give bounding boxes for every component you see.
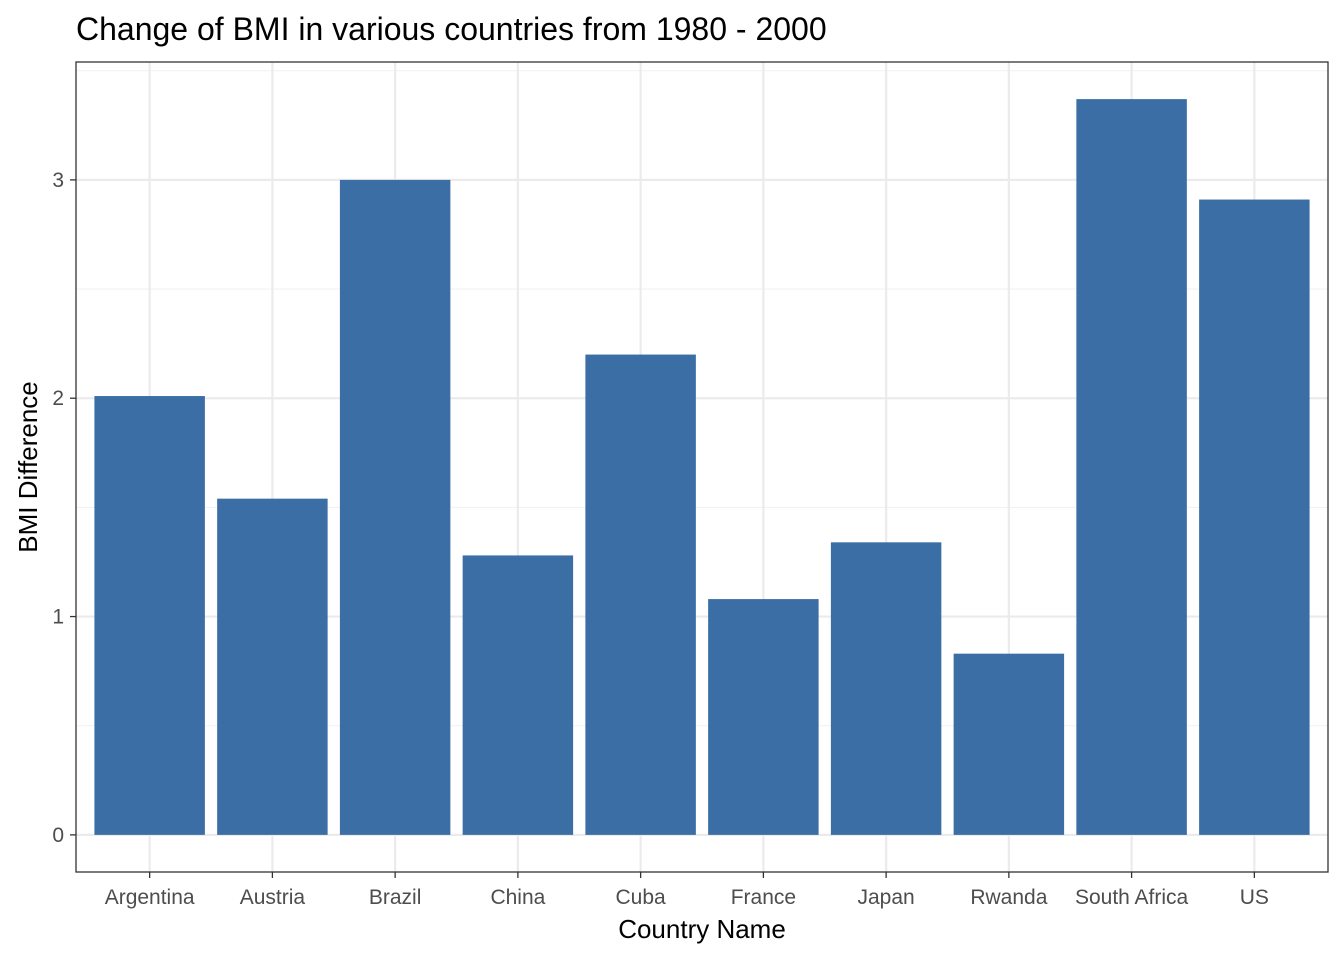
bar-austria [217,498,328,835]
x-tick-label: South Africa [1075,886,1189,909]
bar-south-africa [1076,99,1187,835]
x-tick-label: Japan [858,886,915,909]
x-tick-label: Rwanda [970,886,1047,909]
bar-brazil [339,179,451,835]
panel-border [75,61,1329,873]
x-tick-label: Argentina [105,886,195,909]
chart-title: Change of BMI in various countries from … [76,11,827,47]
bar-japan [830,542,942,835]
x-axis: Argentina Austria Brazil China Cuba France Jap… [105,872,1269,909]
bars [94,99,1310,835]
x-axis-title: Country Name [618,914,786,944]
bar-rwanda [953,653,1065,835]
y-tick-label: 3 [52,169,64,192]
bar-france [708,599,819,835]
x-tick-label: France [731,886,796,909]
x-tick-label: China [490,886,545,909]
y-tick-label: 1 [52,606,64,629]
x-tick-label: US [1240,886,1269,909]
bar-cuba [585,354,696,835]
y-tick-label: 2 [52,387,64,410]
x-tick-label: Brazil [369,886,422,909]
x-tick-label: Austria [240,886,306,909]
y-tick-label: 0 [52,824,64,847]
bar-china [462,555,574,835]
bar-argentina [94,396,205,835]
y-axis: 0 1 2 3 [52,169,76,847]
bar-us [1199,199,1310,835]
y-axis-title: BMI Difference [13,381,43,552]
x-tick-label: Cuba [616,886,667,909]
